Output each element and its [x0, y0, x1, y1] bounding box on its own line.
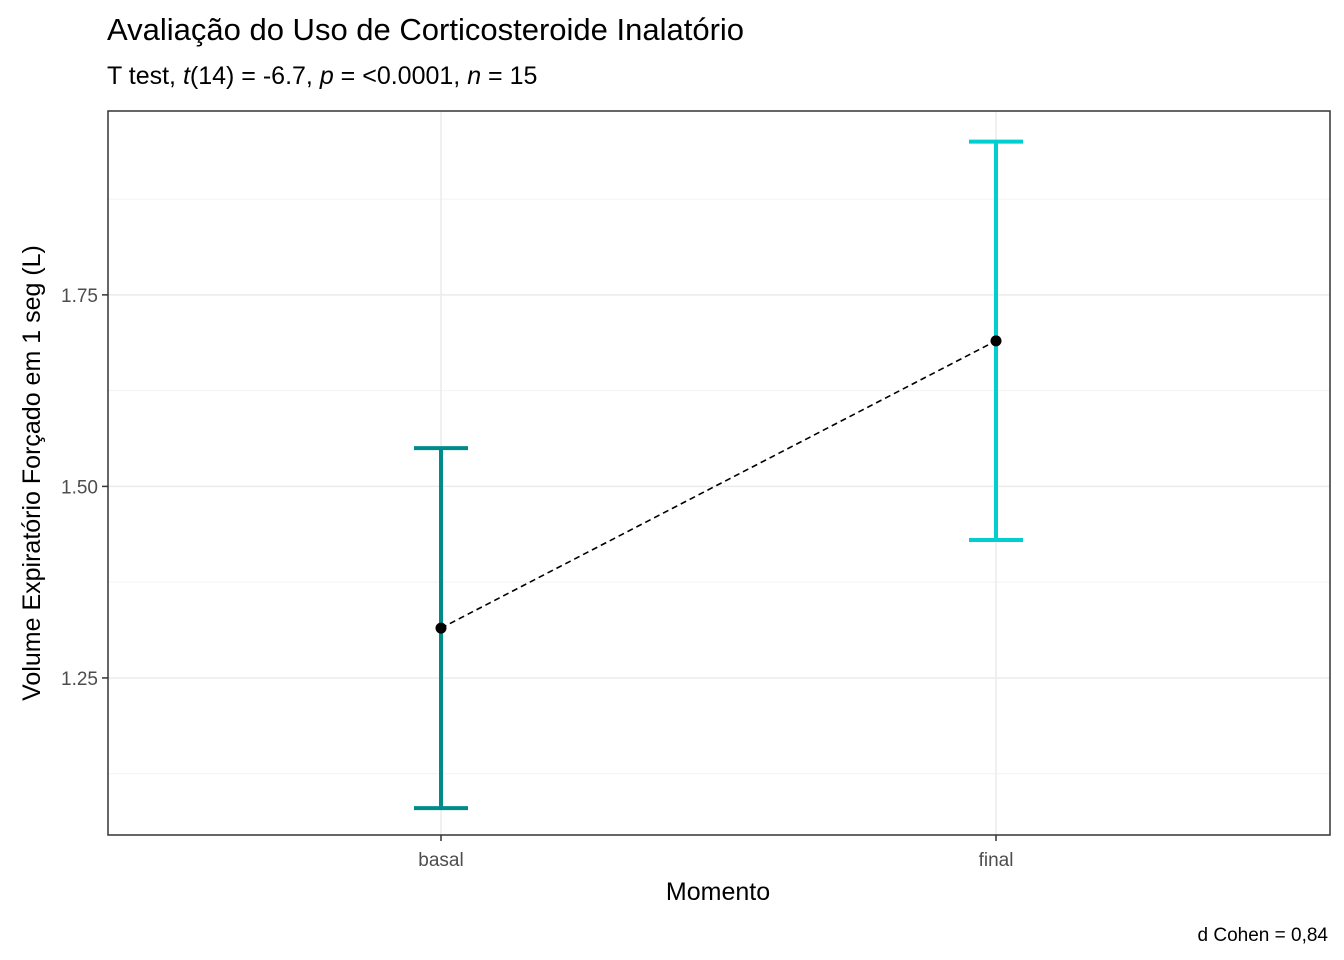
panel-border [107, 110, 1331, 836]
subtitle-n-symbol: n [467, 62, 481, 90]
mean-point-final [990, 335, 1002, 347]
subtitle-t-symbol: t [183, 62, 191, 90]
caption-cohen-d: d Cohen = 0,84 [1198, 925, 1329, 946]
y-tick-label: 1.75 [61, 286, 98, 307]
x-axis-title: Momento [666, 878, 770, 906]
subtitle-t-value: (14) = -6.7, [190, 62, 320, 90]
y-tick-label: 1.25 [61, 669, 98, 690]
mean-point-basal [435, 622, 447, 634]
y-axis: 1.25 1.50 1.75 [61, 286, 108, 690]
connector-layer [440, 340, 997, 629]
subtitle-n-value: = 15 [481, 62, 537, 90]
subtitle-p-value: = <0.0001, [334, 62, 467, 90]
y-axis-title: Volume Expiratório Forçado em 1 seg (L) [18, 245, 46, 701]
subtitle-p-symbol: p [319, 62, 334, 90]
x-tick-label: final [979, 850, 1014, 871]
error-bars-layer [414, 139, 1023, 811]
mean-connector-line [440, 340, 997, 629]
x-tick-label: basal [418, 850, 463, 871]
grid-lines [108, 111, 1330, 835]
chart-subtitle: T test, t(14) = -6.7, p = <0.0001, n = 1… [107, 62, 537, 90]
y-tick-label: 1.50 [61, 477, 98, 498]
chart-title: Avaliação do Uso de Corticosteroide Inal… [107, 12, 744, 47]
points-layer [435, 335, 1002, 634]
x-axis: basal final [418, 835, 1013, 871]
subtitle-test: T test, [107, 62, 183, 90]
